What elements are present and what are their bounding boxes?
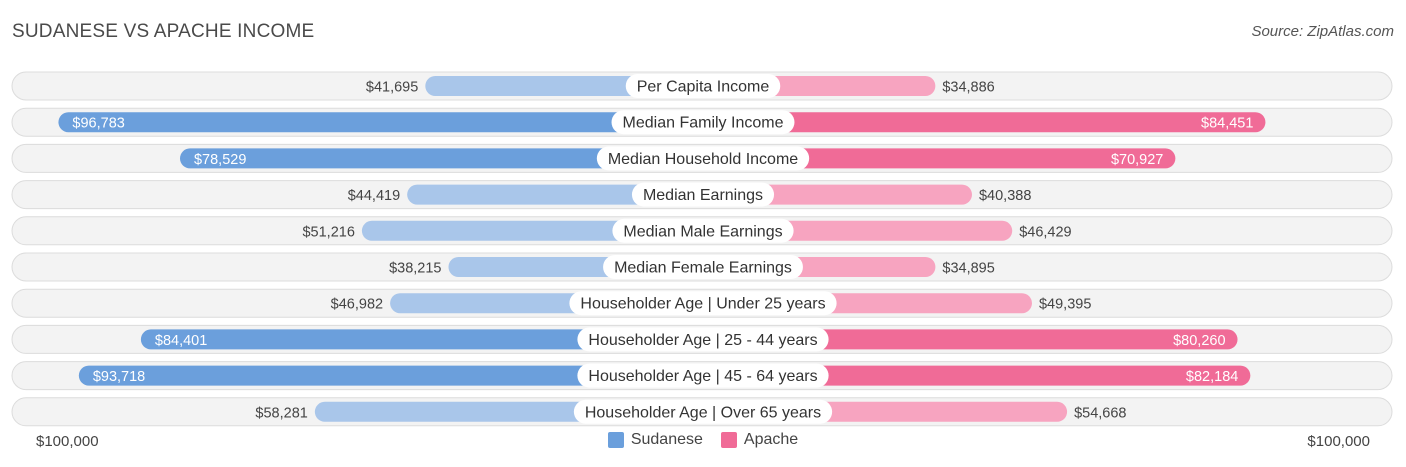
category-label-pill <box>611 110 795 135</box>
bar-apache <box>703 329 1238 350</box>
category-label: Per Capita Income <box>637 79 770 96</box>
category-label: Median Male Earnings <box>623 223 782 240</box>
value-label-apache: $49,395 <box>1039 297 1091 313</box>
legend: Sudanese Apache <box>0 431 1406 449</box>
legend-label-apache: Apache <box>743 431 799 448</box>
bar-sudanese <box>58 112 703 133</box>
value-label-sudanese: $38,215 <box>389 261 441 277</box>
chart-row: $93,718 $82,184 Householder Age | 45 - 64 … <box>11 361 1393 391</box>
category-label-pill <box>569 291 837 316</box>
bar-sudanese <box>140 329 703 350</box>
value-label-sudanese: $46,982 <box>331 297 383 313</box>
category-label: Median Earnings <box>643 187 763 204</box>
value-label-apache: $70,927 <box>1111 152 1163 168</box>
chart-row: $51,216 $46,429 Median Male Earnings <box>11 216 1393 246</box>
category-label: Householder Age | Under 25 years <box>580 296 825 313</box>
value-label-apache: $40,388 <box>979 188 1031 204</box>
bar-apache <box>703 148 1176 169</box>
chart-row: $38,215 $34,895 Median Female Earnings <box>11 252 1393 282</box>
value-label-apache: $80,260 <box>1173 333 1225 349</box>
value-label-sudanese: $58,281 <box>255 405 307 421</box>
category-label-pill <box>573 399 833 424</box>
legend-swatch-apache <box>720 432 737 448</box>
value-label-sudanese: $41,695 <box>366 80 418 96</box>
category-label-pill <box>577 363 829 388</box>
value-label-apache: $34,886 <box>942 80 994 96</box>
legend-swatch-sudanese <box>607 432 624 448</box>
value-label-sudanese: $93,718 <box>93 369 145 385</box>
chart-row: $58,281 $54,668 Householder Age | Over 65 … <box>11 397 1393 427</box>
bar-sudanese <box>179 148 704 169</box>
value-label-sudanese: $44,419 <box>348 188 400 204</box>
category-label: Householder Age | Over 65 years <box>585 404 821 421</box>
legend-label-sudanese: Sudanese <box>630 431 703 448</box>
category-label: Householder Age | 45 - 64 years <box>588 368 817 385</box>
category-label-pill <box>596 146 810 171</box>
value-label-sudanese: $84,401 <box>155 333 207 349</box>
bar-sudanese <box>78 365 703 386</box>
chart-title: SUDANESE VS APACHE INCOME <box>12 21 315 42</box>
category-label: Median Family Income <box>623 115 784 132</box>
value-label-apache: $34,895 <box>942 261 994 277</box>
chart-row: $44,419 $40,388 Median Earnings <box>11 180 1393 210</box>
category-label: Median Household Income <box>608 151 798 168</box>
value-label-apache: $84,451 <box>1201 116 1253 132</box>
bar-sudanese <box>407 184 703 205</box>
source-label: Source: ZipAtlas.com <box>1251 23 1394 40</box>
value-label-sudanese: $78,529 <box>194 152 246 168</box>
category-label: Median Female Earnings <box>614 260 792 277</box>
category-label: Householder Age | 25 - 44 years <box>588 332 817 349</box>
chart-row: $96,783 $84,451 Median Family Income <box>11 107 1393 137</box>
axis-right-label: $100,000 <box>1307 433 1370 450</box>
value-label-sudanese: $96,783 <box>72 116 124 132</box>
value-label-apache: $54,668 <box>1074 405 1126 421</box>
value-label-apache: $82,184 <box>1186 369 1238 385</box>
bar-apache <box>703 365 1251 386</box>
category-label-pill <box>625 74 781 98</box>
category-label-pill <box>612 218 794 243</box>
category-label-pill <box>631 182 775 207</box>
legend-item-sudanese[interactable]: Sudanese <box>607 431 703 449</box>
category-label-pill <box>603 255 803 279</box>
value-label-apache: $46,429 <box>1019 224 1071 240</box>
chart-row: $78,529 $70,927 Median Household Income <box>11 143 1393 173</box>
category-label-pill <box>577 327 829 352</box>
chart-row: $46,982 $49,395 Householder Age | Under 25… <box>11 288 1393 318</box>
chart-row: $41,695 $34,886 Per Capita Income <box>11 71 1393 101</box>
axis-left-label: $100,000 <box>36 433 99 450</box>
chart-row: $84,401 $80,260 Householder Age | 25 - 44 … <box>11 324 1393 354</box>
legend-item-apache[interactable]: Apache <box>720 431 799 449</box>
bar-apache <box>703 112 1266 133</box>
value-label-sudanese: $51,216 <box>302 224 354 240</box>
